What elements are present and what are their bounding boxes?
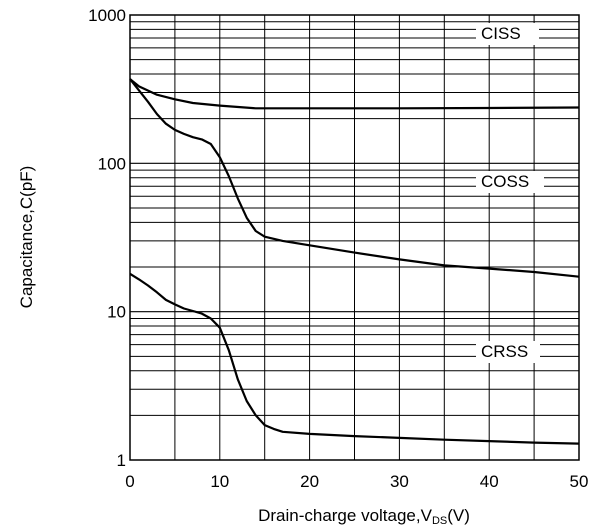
- series-label-crss: CRSS: [481, 342, 528, 361]
- y-axis-title: Capacitance,C(pF): [17, 166, 36, 309]
- series-label-backgrounds: [476, 23, 544, 363]
- x-tick-label: 50: [570, 472, 589, 491]
- x-axis-title-text: Drain-charge voltage,: [258, 506, 421, 525]
- series-label-bg-coss: [476, 171, 544, 193]
- y-tick-label: 10: [107, 303, 126, 322]
- series-lines: [129, 78, 580, 445]
- x-tick-labels: 0 10 20 30 40 50: [125, 472, 588, 491]
- x-axis-title-unit: (V): [447, 506, 470, 525]
- plot-frame: [129, 14, 580, 461]
- series-line-ciss: [129, 78, 580, 110]
- plot-area-border: [129, 14, 580, 461]
- series-label-ciss: CISS: [481, 24, 521, 43]
- series-label-bg-crss: [476, 341, 540, 363]
- series-line-crss: [129, 272, 580, 445]
- x-axis-title-symbol: V: [421, 506, 433, 525]
- x-tick-label: 20: [300, 472, 319, 491]
- y-tick-labels: 1 10 100 1000: [88, 6, 126, 470]
- x-tick-label: 40: [480, 472, 499, 491]
- series-label-bg-ciss: [476, 23, 539, 45]
- series-label-coss: COSS: [481, 172, 529, 191]
- series-line-coss: [129, 78, 580, 278]
- x-tick-label: 10: [210, 472, 229, 491]
- x-axis-title: Drain-charge voltage,VDS(V): [258, 506, 470, 527]
- x-tick-label: 30: [390, 472, 409, 491]
- x-tick-label: 0: [125, 472, 134, 491]
- y-tick-label: 100: [98, 154, 126, 173]
- x-axis-title-subscript: DS: [432, 515, 447, 527]
- y-tick-label: 1000: [88, 6, 126, 25]
- y-tick-label: 1: [117, 451, 126, 470]
